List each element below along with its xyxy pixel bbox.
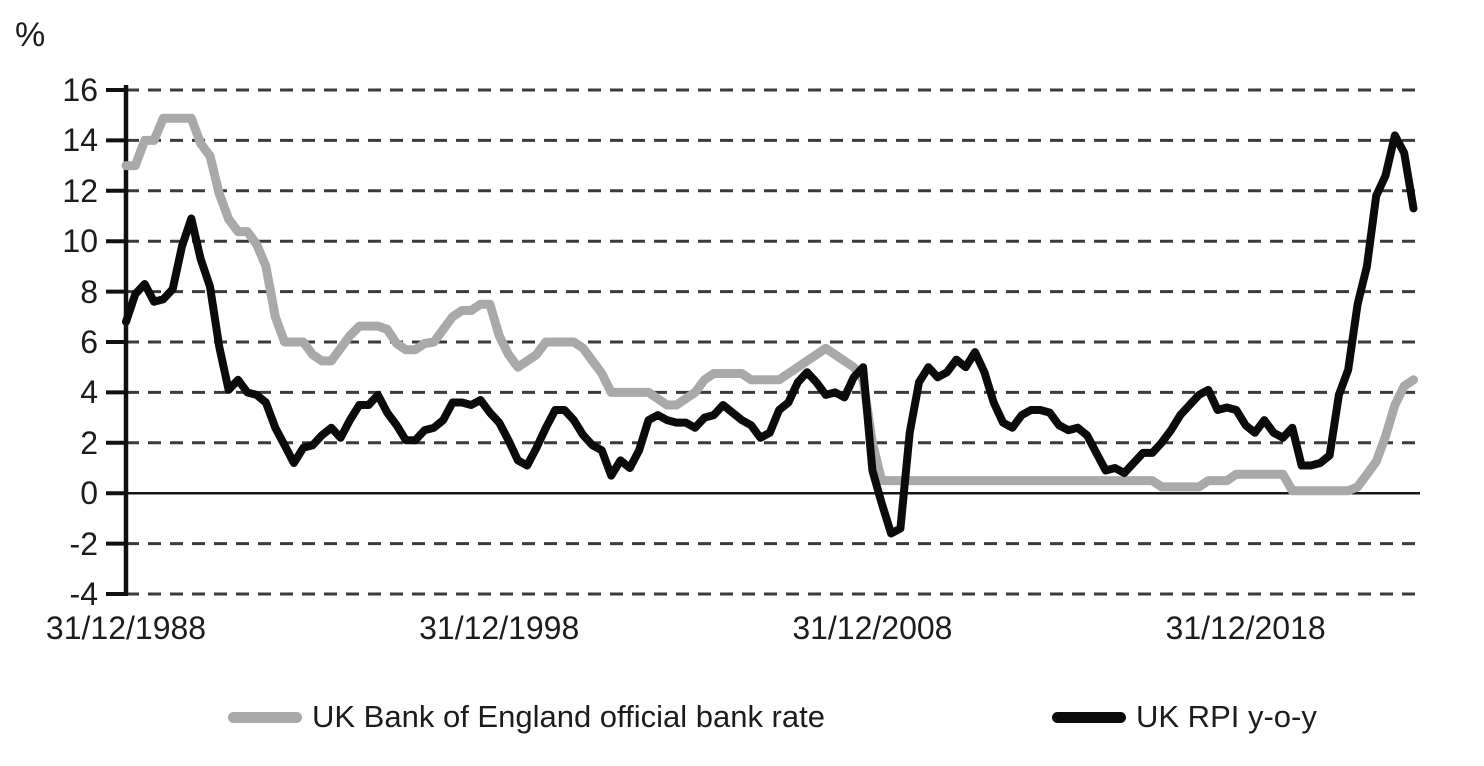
rpi-line [122, 131, 1418, 538]
y-axis-unit-label: % [15, 16, 46, 54]
legend: UK Bank of England official bank rate UK… [0, 697, 1484, 743]
legend-item-bank-rate: UK Bank of England official bank rate [228, 697, 825, 737]
legend-item-rpi: UK RPI y-o-y [1052, 697, 1317, 737]
bank-rate-line [121, 113, 1418, 496]
rpi-legend-swatch [1052, 711, 1126, 723]
rpi-legend-label: UK RPI y-o-y [1136, 699, 1317, 734]
bank-rate-legend-label: UK Bank of England official bank rate [312, 699, 825, 734]
bank-rate-legend-swatch [228, 711, 302, 723]
